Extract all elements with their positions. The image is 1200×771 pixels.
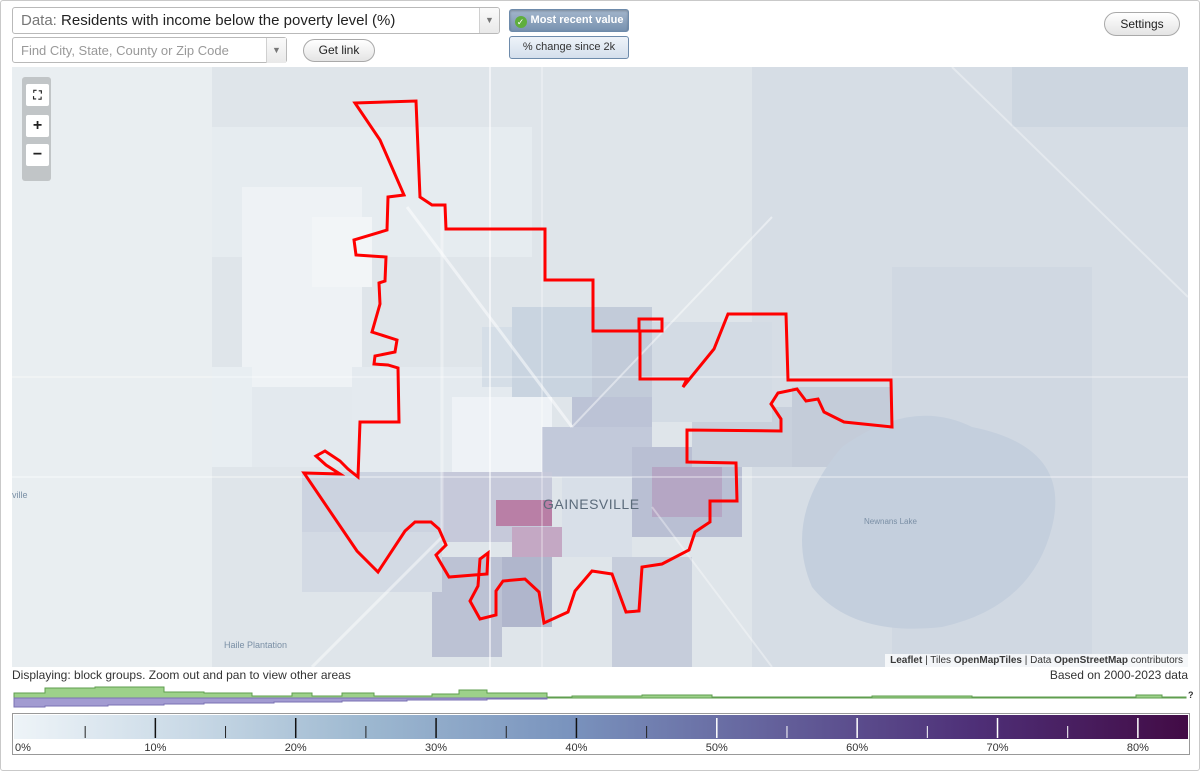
place-label-haile: Haile Plantation [224, 640, 288, 650]
histogram-green [13, 686, 1187, 699]
zoom-in-button[interactable]: + [26, 115, 49, 137]
leaflet-link[interactable]: Leaflet [890, 655, 923, 666]
most-recent-value-toggle[interactable]: ✓ Most recent value [509, 9, 629, 32]
fullscreen-icon[interactable]: ⛶ [26, 84, 49, 106]
most-recent-value-label: Most recent value [530, 14, 624, 26]
place-label-west: ville [12, 490, 28, 500]
color-legend: 0% 10% 20% 30% 40% 50% 60% 70% 80% [12, 713, 1190, 755]
get-link-button[interactable]: Get link [303, 39, 375, 62]
location-search-input[interactable] [13, 38, 268, 62]
city-label: GAINESVILLE [543, 496, 640, 512]
displaying-note: Displaying: block groups. Zoom out and p… [12, 668, 351, 682]
legend-axis: 0% 10% 20% 30% 40% 50% 60% 70% 80% [15, 718, 1149, 754]
legend-tick-label: 60% [846, 742, 868, 754]
dropdown-arrow-icon[interactable]: ▼ [479, 8, 499, 33]
checkmark-icon: ✓ [514, 16, 527, 28]
legend-tick-label: 50% [706, 742, 728, 754]
place-label-lake: Newnans Lake [864, 517, 917, 526]
data-select[interactable]: Data: Residents with income below the po… [12, 7, 500, 34]
data-range-note: Based on 2000-2023 data [1049, 668, 1188, 682]
map[interactable]: GAINESVILLE ville Haile Plantation Newna… [12, 67, 1188, 667]
percent-change-toggle[interactable]: % change since 2k [509, 36, 629, 59]
legend-gradient-bar [14, 715, 1188, 739]
city-boundary [301, 99, 894, 626]
legend-tick-label: 40% [565, 742, 587, 754]
settings-button[interactable]: Settings [1104, 12, 1180, 36]
distribution-histogram [13, 686, 1187, 708]
legend-tick-label: 20% [285, 742, 307, 754]
data-select-value: Residents with income below the poverty … [61, 12, 396, 29]
zoom-out-button[interactable]: − [26, 144, 49, 166]
legend-tick-label: 70% [986, 742, 1008, 754]
legend-tick-label: 0% [15, 742, 31, 754]
histogram-marker: ? [1188, 690, 1194, 700]
legend-tick-label: 10% [144, 742, 166, 754]
map-attribution: Leaflet | Tiles OpenMapTiles | Data Open… [885, 654, 1188, 667]
zoom-controls: ⛶ + − [22, 77, 51, 181]
openstreetmap-link[interactable]: OpenStreetMap [1054, 655, 1128, 666]
openmaptiles-link[interactable]: OpenMapTiles [953, 655, 1022, 666]
map-canvas[interactable] [12, 67, 1188, 667]
data-select-prefix: Data: [21, 12, 57, 29]
legend-tick-label: 80% [1127, 742, 1149, 754]
location-search[interactable]: ▼ [12, 37, 287, 63]
legend-tick-label: 30% [425, 742, 447, 754]
histogram-purple [13, 697, 548, 708]
search-dropdown-arrow-icon[interactable]: ▼ [266, 38, 286, 63]
